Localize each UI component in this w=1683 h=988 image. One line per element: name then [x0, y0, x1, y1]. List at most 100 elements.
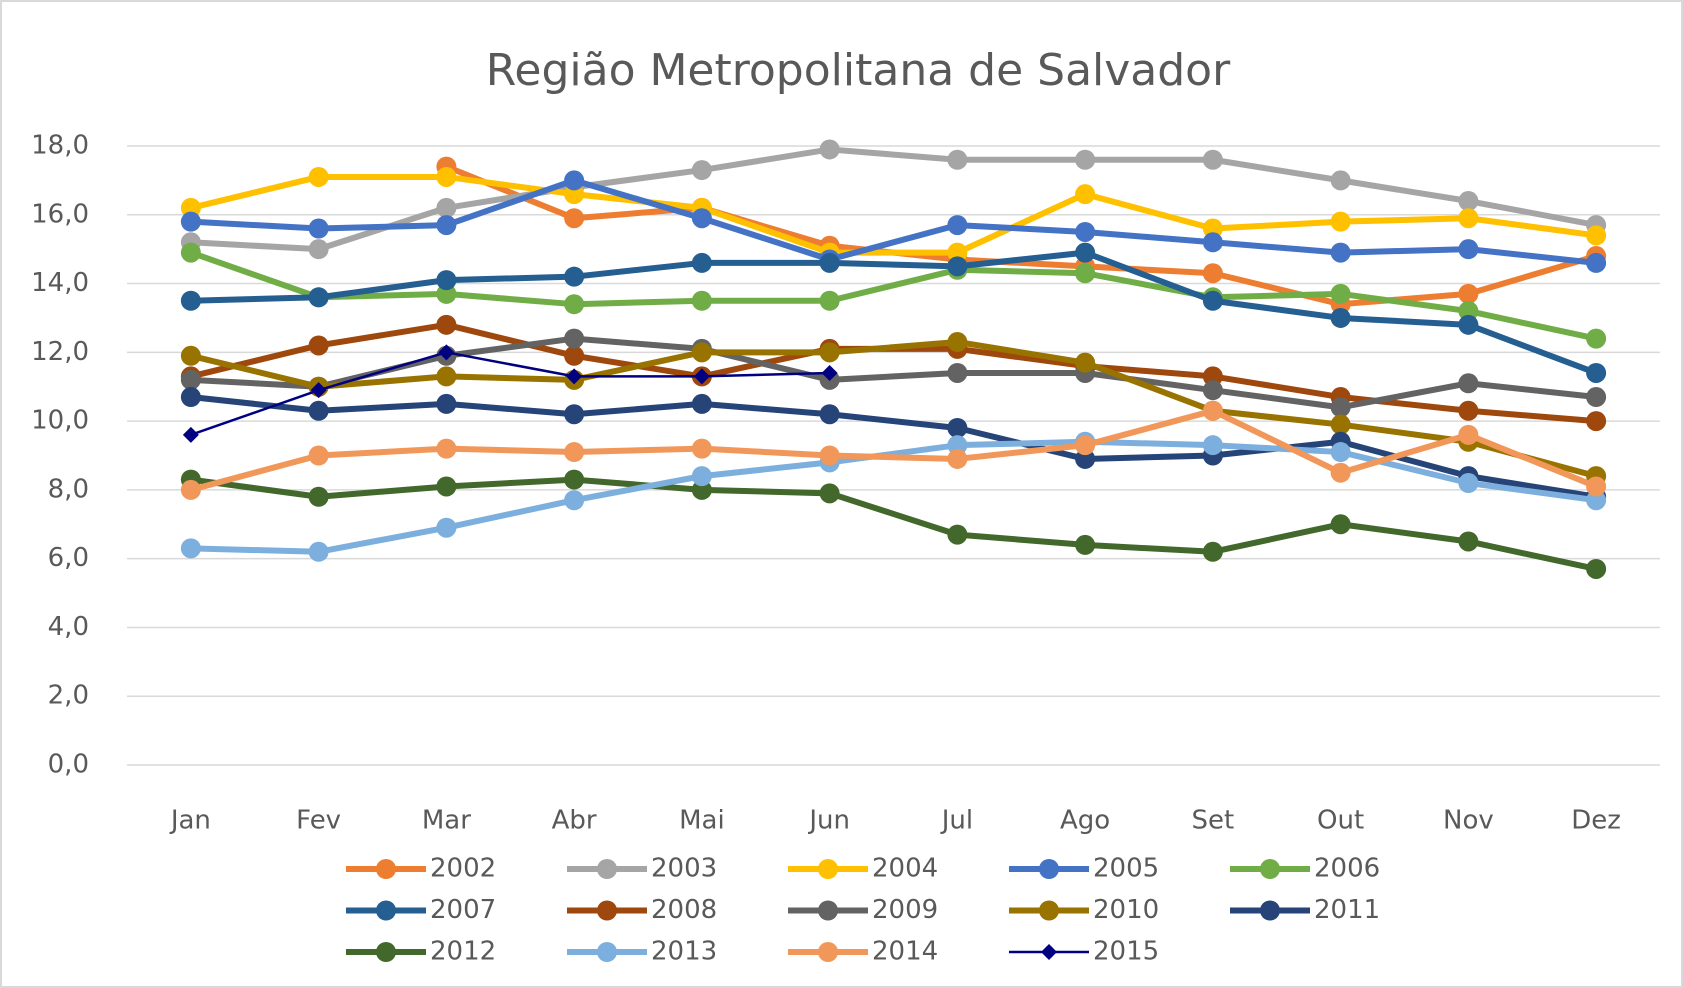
series-line	[190, 476, 1597, 572]
data-point	[1330, 307, 1351, 328]
data-point	[1330, 242, 1351, 263]
data-point	[308, 287, 329, 308]
y-tick-label: 8,0	[48, 474, 89, 504]
data-point	[1458, 239, 1479, 260]
x-tick-label: Mar	[422, 806, 471, 836]
data-point	[1330, 462, 1351, 483]
legend-marker	[818, 859, 838, 879]
data-point	[1586, 411, 1607, 432]
data-point	[947, 256, 968, 277]
data-point	[180, 211, 201, 232]
data-point	[308, 400, 329, 421]
legend-label: 2006	[1314, 854, 1380, 884]
data-point	[947, 435, 968, 456]
data-point	[436, 283, 457, 304]
data-point	[564, 345, 585, 366]
data-point	[564, 490, 585, 511]
series-line	[190, 394, 1597, 500]
data-point	[308, 445, 329, 466]
legend-marker	[1039, 859, 1059, 879]
series-line	[190, 407, 1598, 493]
legend-label: 2007	[430, 895, 496, 925]
data-point	[1586, 490, 1607, 511]
data-point	[564, 469, 585, 490]
data-point	[947, 524, 968, 545]
data-point	[1458, 314, 1479, 335]
series-line	[190, 351, 830, 437]
data-point	[947, 242, 968, 263]
data-point	[819, 252, 840, 273]
data-point	[564, 208, 585, 229]
legend-marker	[1260, 900, 1280, 921]
data-point	[1458, 373, 1479, 394]
data-point	[1458, 531, 1479, 552]
data-point	[1330, 414, 1351, 435]
legend-label: 2014	[872, 937, 938, 967]
y-tick-label: 10,0	[31, 406, 89, 436]
series-line	[190, 173, 1597, 256]
series-line	[189, 249, 1597, 342]
legend-label: 2005	[1093, 854, 1159, 884]
data-point	[182, 426, 199, 443]
data-point	[308, 486, 329, 507]
data-point	[436, 366, 457, 387]
legend-marker	[818, 900, 838, 921]
data-point	[691, 208, 712, 229]
data-point	[947, 362, 968, 383]
data-point	[1458, 191, 1479, 212]
data-point	[691, 290, 712, 311]
data-point	[691, 466, 712, 487]
y-tick-label: 12,0	[31, 337, 89, 367]
data-point	[819, 139, 840, 160]
data-point	[180, 369, 201, 390]
data-point	[308, 218, 329, 239]
data-point	[819, 290, 840, 311]
data-point	[691, 438, 712, 459]
legend-marker	[376, 942, 396, 962]
data-point	[564, 266, 585, 287]
data-point	[819, 342, 840, 363]
data-point	[180, 290, 201, 311]
data-point	[819, 445, 840, 466]
y-tick-label: 18,0	[31, 131, 89, 161]
y-tick-label: 14,0	[31, 268, 89, 298]
legend-label: 2008	[651, 895, 717, 925]
data-point	[691, 160, 712, 181]
data-point	[1202, 218, 1223, 239]
legend-label: 2002	[430, 854, 496, 884]
x-tick-label: Set	[1192, 806, 1235, 836]
data-point	[819, 483, 840, 504]
legend-label: 2011	[1314, 895, 1380, 925]
legend-marker	[818, 942, 838, 962]
data-point	[1330, 397, 1351, 418]
data-point	[1458, 424, 1479, 445]
data-point	[947, 417, 968, 438]
data-point	[1075, 242, 1096, 263]
data-point	[1586, 252, 1607, 273]
legend-marker	[376, 859, 396, 879]
data-point	[1330, 211, 1351, 232]
data-point	[693, 368, 710, 385]
data-point	[180, 242, 201, 263]
data-point	[691, 252, 712, 273]
data-point	[1075, 221, 1096, 242]
data-point	[436, 197, 457, 218]
data-point	[566, 368, 583, 385]
legend-marker	[597, 859, 617, 879]
data-point	[1202, 541, 1223, 562]
x-tick-label: Dez	[1571, 806, 1621, 836]
legend-label: 2003	[651, 854, 717, 884]
legend-label: 2013	[651, 937, 717, 967]
data-point	[947, 332, 968, 353]
data-point	[436, 438, 457, 459]
data-point	[564, 328, 585, 349]
data-point	[691, 479, 712, 500]
y-tick-label: 4,0	[48, 612, 89, 642]
data-point	[436, 517, 457, 538]
data-point	[564, 442, 585, 463]
data-point	[1330, 283, 1351, 304]
data-point	[180, 197, 201, 218]
data-point	[1458, 301, 1479, 322]
legend-marker	[1260, 859, 1280, 879]
